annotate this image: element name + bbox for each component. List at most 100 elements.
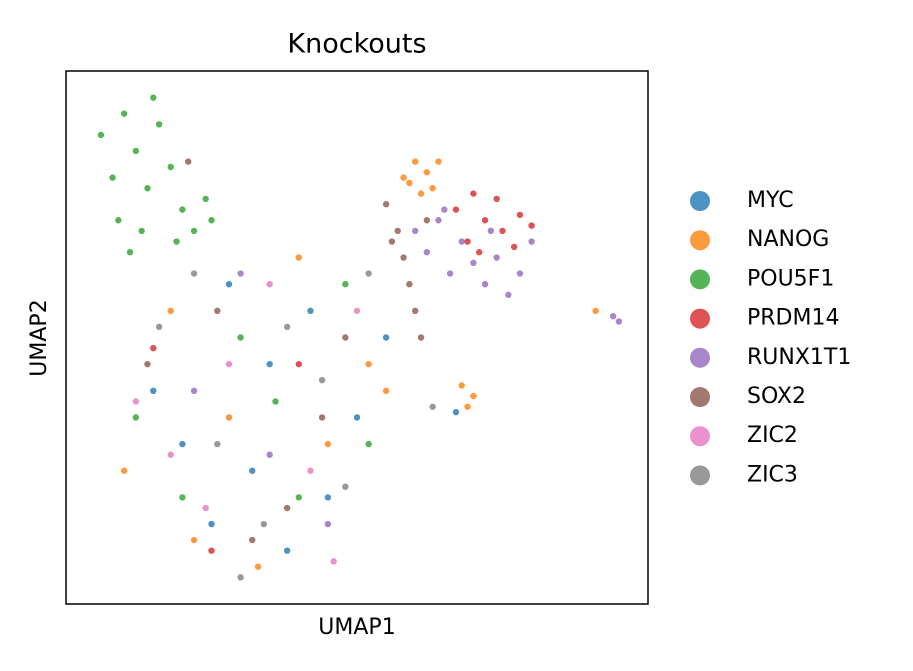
point	[150, 344, 157, 352]
point	[155, 121, 163, 128]
legend-marker	[690, 308, 710, 329]
point	[353, 414, 361, 421]
point	[452, 408, 460, 416]
point	[249, 467, 256, 474]
legend-label: ZIC2	[747, 423, 798, 448]
point	[132, 147, 140, 155]
point	[237, 574, 244, 581]
point	[365, 440, 372, 448]
point	[214, 307, 221, 315]
legend-marker	[690, 191, 710, 211]
point	[190, 387, 198, 394]
point	[283, 547, 291, 554]
point	[452, 206, 460, 213]
point	[324, 520, 332, 528]
point	[342, 483, 349, 490]
point	[388, 238, 396, 245]
point	[202, 504, 209, 512]
point	[470, 259, 477, 267]
legend-marker	[690, 347, 710, 368]
point	[493, 254, 500, 261]
point	[412, 227, 419, 235]
point	[237, 334, 244, 341]
point	[144, 360, 151, 368]
point	[470, 392, 477, 400]
point	[528, 222, 535, 229]
point	[249, 536, 256, 544]
point	[190, 227, 198, 235]
point	[208, 520, 215, 528]
point	[208, 547, 215, 554]
point	[470, 190, 477, 197]
legend-marker	[690, 230, 710, 251]
point	[412, 307, 419, 315]
point	[412, 158, 419, 165]
point	[295, 254, 302, 261]
point	[353, 307, 361, 315]
point	[126, 249, 134, 256]
point	[260, 520, 268, 528]
legend-label: NANOG	[747, 227, 829, 252]
point	[528, 238, 535, 245]
point	[458, 382, 465, 389]
point	[516, 211, 524, 219]
point	[406, 281, 413, 288]
point	[266, 451, 273, 458]
point	[167, 451, 174, 458]
point	[446, 270, 454, 277]
point	[173, 238, 180, 245]
plot-frame	[65, 70, 649, 605]
point	[365, 360, 372, 368]
point	[254, 563, 262, 570]
point	[382, 334, 390, 341]
chart-title: Knockouts	[287, 29, 426, 60]
point	[225, 281, 233, 288]
point	[283, 323, 291, 331]
point	[150, 94, 157, 101]
point	[365, 270, 372, 277]
point	[190, 536, 198, 544]
point	[609, 312, 617, 320]
point	[202, 195, 209, 203]
point	[266, 281, 273, 288]
point	[307, 307, 314, 315]
point	[342, 334, 349, 341]
point	[208, 217, 215, 224]
point	[150, 387, 157, 394]
point	[167, 307, 174, 315]
point	[382, 387, 390, 394]
point	[458, 238, 465, 245]
point	[330, 558, 337, 565]
point	[138, 227, 145, 235]
point	[144, 185, 151, 192]
point	[225, 414, 233, 421]
point	[435, 158, 442, 165]
point	[499, 227, 506, 235]
point	[225, 360, 233, 368]
legend-label: RUNX1T1	[747, 345, 851, 370]
point	[272, 398, 279, 405]
point	[481, 217, 489, 224]
point	[342, 281, 349, 288]
point	[487, 227, 495, 235]
point	[121, 110, 128, 117]
point	[435, 217, 442, 224]
point	[441, 206, 448, 213]
point	[592, 307, 599, 315]
point	[109, 174, 116, 181]
point	[464, 238, 471, 245]
point	[394, 227, 401, 235]
points	[97, 94, 623, 581]
point	[400, 174, 407, 181]
point	[97, 131, 105, 139]
point	[493, 195, 500, 203]
point	[382, 201, 390, 208]
point	[283, 504, 291, 512]
point	[132, 414, 140, 421]
point	[266, 360, 273, 368]
point	[179, 494, 186, 501]
legend-label: ZIC3	[747, 462, 798, 487]
point	[406, 179, 413, 187]
